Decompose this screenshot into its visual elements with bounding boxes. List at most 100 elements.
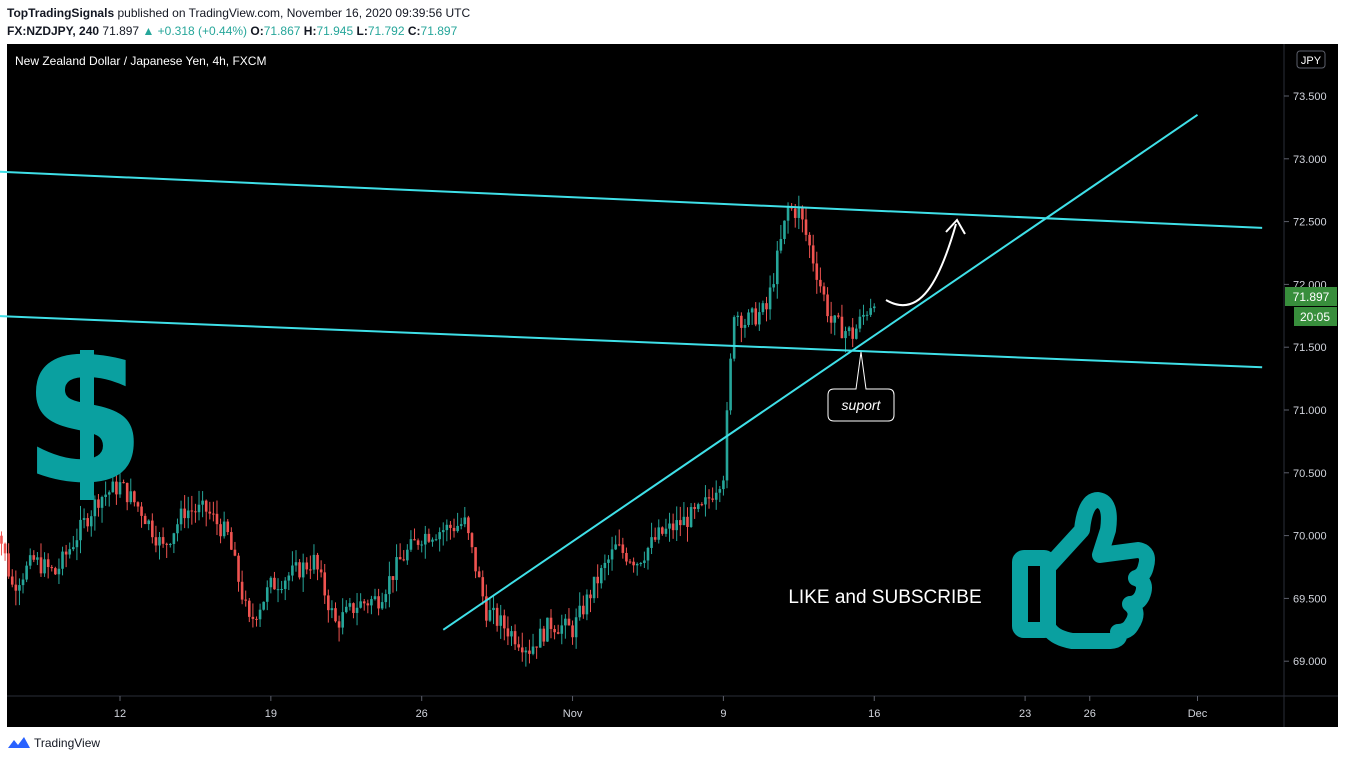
candle-body bbox=[524, 650, 528, 653]
candle-body bbox=[133, 491, 136, 503]
tradingview-logo-icon bbox=[8, 737, 30, 748]
time-axis[interactable]: 12 19 26 Nov 9 16 23 26 Dec bbox=[114, 696, 1208, 720]
candle-body bbox=[176, 524, 179, 534]
candle-body bbox=[661, 527, 664, 534]
candle-body bbox=[646, 547, 650, 561]
candle-body bbox=[46, 559, 50, 568]
candle-body bbox=[406, 549, 409, 561]
candle-body bbox=[151, 520, 154, 538]
candle-body bbox=[64, 551, 68, 555]
candle-body bbox=[215, 513, 219, 525]
close-label: C: bbox=[407, 24, 421, 38]
candle-body bbox=[556, 632, 560, 634]
candle-body bbox=[614, 544, 617, 550]
forecast-arrow bbox=[885, 223, 957, 307]
publisher-name[interactable]: TopTradingSignals bbox=[7, 6, 115, 20]
candle-body bbox=[28, 555, 32, 566]
candle-body bbox=[391, 576, 395, 580]
candle-body bbox=[837, 315, 840, 317]
candle-body bbox=[531, 646, 535, 654]
candle-body bbox=[449, 524, 452, 528]
candle-body bbox=[226, 521, 230, 533]
candle-body bbox=[596, 576, 599, 584]
candle-body bbox=[57, 568, 61, 575]
tradingview-branding[interactable]: TradingView bbox=[8, 736, 100, 750]
candle-body bbox=[743, 324, 747, 328]
candle-body bbox=[722, 480, 725, 490]
candle-body bbox=[635, 563, 639, 566]
interval: 240 bbox=[79, 24, 100, 38]
candle-body bbox=[230, 532, 233, 550]
candle-body bbox=[477, 571, 481, 578]
candle-body bbox=[574, 617, 578, 638]
candle-body bbox=[75, 540, 79, 548]
y-tick-label: 71.500 bbox=[1293, 342, 1327, 354]
candle-body bbox=[829, 316, 833, 323]
candle-body bbox=[463, 517, 467, 525]
candle-body bbox=[664, 528, 668, 534]
candle-body bbox=[862, 314, 865, 317]
svg-text:S: S bbox=[24, 323, 146, 521]
high-label: H: bbox=[303, 24, 317, 38]
candle-body bbox=[355, 607, 359, 613]
candle-body bbox=[154, 537, 158, 546]
candle-body bbox=[291, 565, 294, 576]
candle-body bbox=[657, 527, 661, 540]
candle-body bbox=[653, 537, 657, 540]
candle-body bbox=[729, 358, 732, 411]
candle-body bbox=[377, 596, 380, 609]
candle-body bbox=[420, 544, 423, 546]
currency-badge[interactable] bbox=[1296, 50, 1326, 69]
candles bbox=[0, 195, 876, 667]
candle-body bbox=[793, 208, 797, 218]
candle-body bbox=[140, 506, 143, 516]
candle-body bbox=[334, 608, 337, 622]
candle-body bbox=[668, 523, 671, 529]
candle-body bbox=[822, 286, 826, 295]
candle-body bbox=[740, 315, 743, 328]
candle-body bbox=[348, 603, 352, 607]
candle-body bbox=[107, 492, 111, 495]
candle-body bbox=[811, 245, 815, 264]
candle-body bbox=[718, 489, 722, 493]
candle-body bbox=[39, 557, 43, 574]
candle-body bbox=[115, 481, 118, 495]
candle-body bbox=[316, 554, 319, 570]
candle-body bbox=[265, 587, 269, 602]
lower-channel-line[interactable] bbox=[0, 315, 1263, 369]
support-callout bbox=[827, 351, 895, 422]
candle-body bbox=[492, 607, 495, 611]
candle-body bbox=[36, 557, 39, 560]
candle-body bbox=[197, 504, 201, 513]
candle-body bbox=[86, 518, 89, 527]
candle-body bbox=[736, 315, 740, 318]
rising-trendline-line[interactable] bbox=[442, 114, 1199, 631]
candle-body bbox=[632, 561, 635, 566]
publish-line: TopTradingSignals published on TradingVi… bbox=[7, 4, 470, 22]
candle-body bbox=[273, 577, 276, 590]
candle-body bbox=[3, 543, 7, 554]
plot-area[interactable] bbox=[7, 44, 1284, 696]
cta-text: LIKE and SUBSCRIBE bbox=[788, 587, 981, 608]
candle-body bbox=[679, 520, 682, 526]
candle-body bbox=[244, 599, 248, 601]
candle-body bbox=[693, 507, 696, 509]
candle-body bbox=[872, 306, 876, 309]
x-tick-label: 9 bbox=[720, 708, 726, 720]
candle-body bbox=[854, 328, 858, 339]
y-tick-label: 69.500 bbox=[1293, 593, 1327, 605]
candle-body bbox=[567, 618, 571, 626]
upper-channel-line[interactable] bbox=[0, 170, 1263, 229]
candle-body bbox=[222, 521, 226, 537]
candle-body bbox=[370, 599, 373, 606]
candle-body bbox=[704, 497, 707, 505]
candle-body bbox=[815, 263, 819, 280]
candle-body bbox=[344, 606, 348, 613]
candle-body bbox=[481, 577, 485, 597]
candle-body bbox=[54, 568, 57, 575]
candle-body bbox=[68, 549, 72, 555]
candle-body bbox=[72, 547, 75, 550]
candle-body bbox=[366, 603, 370, 606]
candle-body bbox=[319, 569, 323, 573]
